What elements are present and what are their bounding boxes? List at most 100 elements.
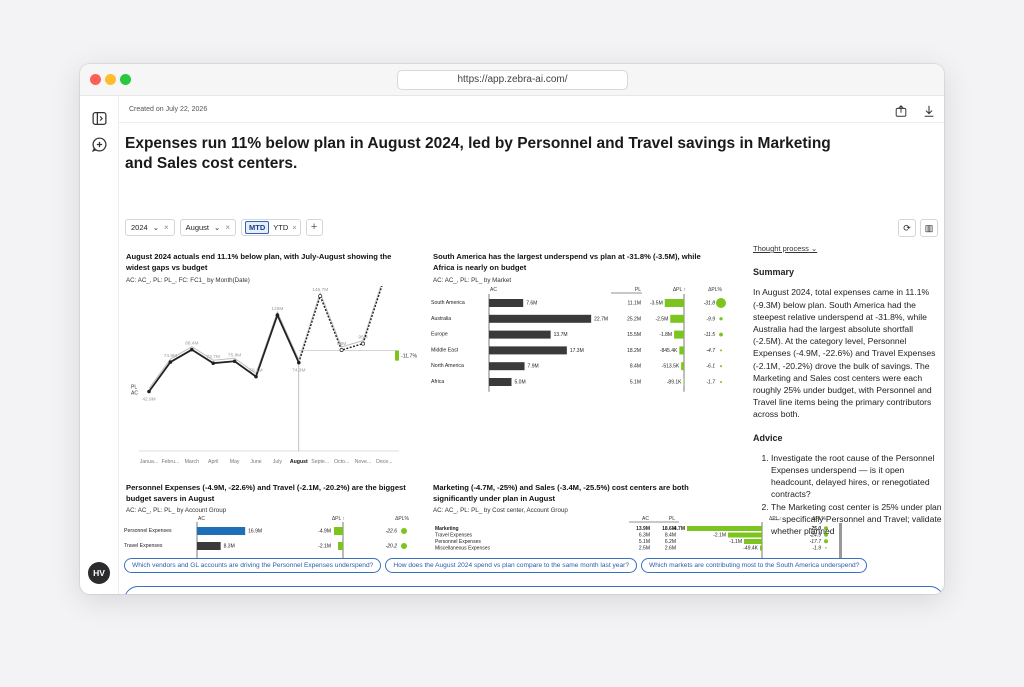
bar-label: 17.3M xyxy=(570,348,584,354)
advice-item: Investigate the root cause of the Person… xyxy=(771,452,943,501)
month-filter[interactable]: August ⌄ × xyxy=(179,219,236,236)
delta-bar xyxy=(334,527,343,535)
row-label: North America xyxy=(431,363,464,369)
pct-dot xyxy=(719,365,723,368)
pct-dot xyxy=(719,317,723,321)
clear-icon[interactable]: × xyxy=(292,223,297,232)
pct-label: -22.6 xyxy=(386,529,398,535)
sidebar-toggle-icon[interactable] xyxy=(91,110,108,127)
refresh-icon[interactable]: ⟳ xyxy=(898,219,916,237)
pl-value: 18.2M xyxy=(627,348,641,354)
suggestion-chip[interactable]: How does the August 2024 spend vs plan c… xyxy=(385,558,637,573)
divider xyxy=(119,122,944,123)
delta-label: -4.7M xyxy=(672,526,685,532)
x-tick-label: June xyxy=(250,459,261,465)
created-date: Created on July 22, 2026 xyxy=(129,106,208,113)
delta-bar xyxy=(687,526,762,531)
delta-bar xyxy=(395,350,399,361)
suggestion-chip[interactable]: Which vendors and GL accounts are drivin… xyxy=(124,558,382,573)
pct-dot xyxy=(401,543,407,549)
avatar[interactable]: HV xyxy=(88,562,110,584)
clear-icon[interactable]: × xyxy=(225,223,230,232)
close-dot[interactable] xyxy=(90,74,101,85)
share-icon[interactable] xyxy=(894,104,908,118)
x-tick-label: Janua... xyxy=(140,459,158,465)
data-point xyxy=(275,313,280,317)
account-group-chart: AC ΔPL ↑ ΔPL% Personnel Expenses 16.9M -4.9M -… xyxy=(124,516,410,565)
actual-line xyxy=(148,312,300,393)
download-icon[interactable] xyxy=(922,104,936,118)
pct-dot xyxy=(824,526,828,531)
clear-icon[interactable]: × xyxy=(163,223,169,232)
mtd-toggle[interactable]: MTD xyxy=(244,221,270,234)
cost-center-chart: AC PL ΔPL ↑ ΔPL% Marketing 13.9M 18.6M-4.7M -25… xyxy=(435,516,842,571)
bar xyxy=(489,314,592,323)
suggestion-chip[interactable]: Which markets are contributing most to t… xyxy=(641,558,868,573)
chart2-subtitle: AC: AC_, PL: PL_ by Market xyxy=(433,277,512,284)
pct-dot xyxy=(719,332,723,337)
data-point xyxy=(297,360,301,365)
pl-value: 18.6M xyxy=(662,526,676,532)
delta-label: -1.1M xyxy=(729,539,742,545)
col-dplp: ΔPL% xyxy=(708,287,722,293)
year-filter[interactable]: 2024 ⌄ × xyxy=(125,219,175,236)
ytd-toggle[interactable]: YTD xyxy=(273,223,289,232)
delta-label: -2.1M xyxy=(318,544,331,550)
x-tick-label: March xyxy=(185,459,200,465)
ac-value: 2.5M xyxy=(639,546,650,552)
data-point xyxy=(254,374,258,379)
page-title: Expenses run 11% below plan in August 20… xyxy=(125,135,831,172)
delta-label: -2.5M xyxy=(655,316,668,322)
thought-process-link[interactable]: Thought process ⌄ xyxy=(753,244,818,253)
chevron-down-icon: ⌄ xyxy=(214,223,221,232)
bar-label: 8.3M xyxy=(224,544,235,550)
delta-bar xyxy=(728,532,762,538)
row-label: Travel Expenses xyxy=(435,533,473,539)
data-label: 74.9M xyxy=(164,353,177,359)
data-label: 88M xyxy=(337,341,346,347)
row-label: Europe xyxy=(431,332,448,338)
col-ac: AC xyxy=(642,516,649,522)
col-dplp: ΔPL% xyxy=(812,516,826,522)
pl-value: 2.6M xyxy=(665,546,676,552)
delta-label: -49.4K xyxy=(743,546,758,552)
delta-bar xyxy=(681,362,684,371)
add-filter-button[interactable]: + xyxy=(305,219,323,236)
minimize-dot[interactable] xyxy=(105,74,116,85)
data-label: 126M xyxy=(271,306,283,312)
bar-label: 13.7M xyxy=(554,332,568,338)
col-pl: PL xyxy=(635,287,641,293)
pl-value: 15.5M xyxy=(627,332,641,338)
chevron-down-icon: ⌄ xyxy=(810,244,818,253)
delta-label: -513.5K xyxy=(662,364,680,370)
pct-label: -1.9 xyxy=(812,546,821,552)
ac-value: 5.1M xyxy=(639,539,650,545)
delta-bar xyxy=(664,299,684,307)
new-chat-icon[interactable] xyxy=(91,136,108,153)
bar xyxy=(489,299,524,307)
delta-bar xyxy=(760,545,762,551)
forecast-point xyxy=(318,294,323,298)
chart-settings-icon[interactable]: ▥ xyxy=(920,219,938,237)
legend-pl: PL xyxy=(131,385,137,391)
delta-label: -845.4K xyxy=(660,348,678,354)
delta-label: -2.1M xyxy=(713,533,726,539)
chart3-title: Personnel Expenses (-4.9M, -22.6%) and T… xyxy=(126,483,406,503)
x-tick-label: Octo... xyxy=(334,459,349,465)
pl-value: 8.4M xyxy=(630,364,641,370)
delta-bar xyxy=(744,539,762,544)
maximize-dot[interactable] xyxy=(120,74,131,85)
pct-label: -17.7 xyxy=(810,539,822,545)
row-label: Australia xyxy=(431,316,451,322)
suggestions: Which vendors and GL accounts are drivin… xyxy=(124,558,868,573)
pct-label: -6.1 xyxy=(706,364,715,370)
x-tick-label: Nove... xyxy=(355,459,371,465)
delta-label: -3.5M xyxy=(650,301,663,307)
data-point xyxy=(211,361,215,365)
advice-heading: Advice xyxy=(753,432,783,443)
col-dpl: ΔPL ↑ xyxy=(673,287,686,293)
pl-value: 5.1M xyxy=(630,380,641,386)
pl-value: 8.4M xyxy=(665,533,676,539)
url-bar[interactable]: https://app.zebra-ai.com/ xyxy=(397,70,628,90)
row-label: South America xyxy=(431,300,465,306)
